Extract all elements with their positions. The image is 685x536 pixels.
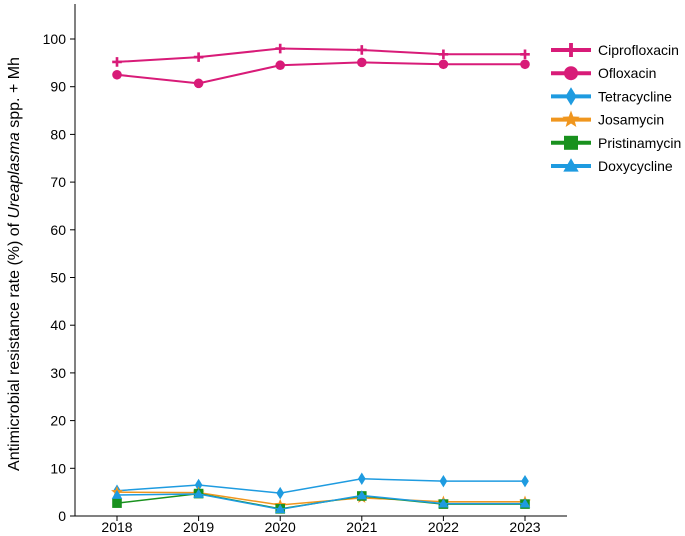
data-point <box>520 59 530 70</box>
data-point <box>519 498 531 508</box>
legend-item-tetracycline: Tetracycline <box>551 87 672 106</box>
data-point <box>356 490 368 500</box>
legend-marker <box>564 43 578 57</box>
data-point <box>274 504 286 514</box>
data-point <box>521 474 529 488</box>
series-doxycycline <box>111 488 531 514</box>
data-point <box>194 478 203 492</box>
data-point <box>438 59 449 70</box>
series-line <box>116 493 525 511</box>
series-line <box>116 47 525 63</box>
series-ofloxacin <box>112 57 530 89</box>
y-tick-label: 60 <box>50 222 66 238</box>
y-tick-label: 50 <box>50 270 66 286</box>
x-tick-label: 2020 <box>265 519 296 535</box>
y-ticks: 0 10 20 30 40 50 60 70 80 90 100 <box>43 31 75 524</box>
legend-label: Ciprofloxacin <box>598 42 679 58</box>
data-point <box>439 474 448 488</box>
y-tick-label: 0 <box>58 508 66 524</box>
data-point <box>438 498 449 508</box>
legend-item-ofloxacin: Ofloxacin <box>551 65 656 81</box>
data-point <box>357 57 367 68</box>
data-point <box>112 498 122 508</box>
data-point <box>193 488 204 498</box>
y-tick-label: 100 <box>43 31 67 47</box>
legend-label: Ofloxacin <box>598 65 656 81</box>
y-tick-label: 40 <box>50 317 66 333</box>
series-line <box>116 491 525 506</box>
y-axis-title-suffix: spp. + Mh <box>6 57 23 132</box>
y-axis-title-prefix: Antimicrobial resistance rate (%) of <box>6 218 23 471</box>
data-point <box>111 489 123 499</box>
series-layer <box>111 43 531 514</box>
legend-item-ciprofloxacin: Ciprofloxacin <box>551 42 679 58</box>
y-tick-label: 90 <box>50 79 66 95</box>
legend-label: Josamycin <box>598 112 664 128</box>
legend-marker <box>564 66 578 81</box>
series-line <box>116 61 525 85</box>
legend: Ciprofloxacin Ofloxacin Tetracycline Josamy… <box>551 42 681 174</box>
x-ticks: 2018 2019 2020 2021 2022 2023 <box>101 516 541 535</box>
legend-item-pristinamycin: Pristinamycin <box>551 135 681 151</box>
legend-label: Tetracycline <box>598 88 672 104</box>
legend-item-doxycycline: Doxycycline <box>551 158 673 174</box>
data-point <box>193 78 204 89</box>
data-point <box>275 43 285 54</box>
data-point <box>276 486 285 500</box>
data-point <box>438 49 449 60</box>
legend-marker <box>562 110 580 127</box>
series-ciprofloxacin <box>112 43 530 67</box>
legend-marker <box>565 87 577 106</box>
legend-marker <box>563 158 579 172</box>
legend-label: Doxycycline <box>598 158 673 174</box>
data-point <box>357 472 366 486</box>
y-tick-label: 80 <box>50 126 66 142</box>
data-point <box>520 49 530 60</box>
y-axis-title: Antimicrobial resistance rate (%) of Ure… <box>6 57 23 471</box>
series-tetracycline <box>113 472 529 500</box>
y-axis-title-italic: Ureaplasma <box>6 132 23 218</box>
legend-item-josamycin: Josamycin <box>551 110 664 128</box>
y-tick-label: 30 <box>50 365 66 381</box>
series-josamycin <box>111 485 531 511</box>
y-tick-label: 20 <box>50 413 66 429</box>
x-tick-label: 2019 <box>183 519 214 535</box>
x-tick-label: 2021 <box>346 519 377 535</box>
y-tick-label: 10 <box>50 460 66 476</box>
x-tick-label: 2023 <box>509 519 540 535</box>
series-line <box>116 478 525 494</box>
data-point <box>275 60 286 71</box>
x-tick-label: 2022 <box>428 519 459 535</box>
data-point <box>193 52 204 62</box>
data-point <box>112 57 122 67</box>
data-point <box>112 69 122 80</box>
plot-area <box>74 4 567 517</box>
legend-label: Pristinamycin <box>598 135 681 151</box>
x-tick-label: 2018 <box>101 519 132 535</box>
data-point <box>357 45 367 55</box>
y-tick-label: 70 <box>50 174 66 190</box>
legend-marker <box>564 135 578 150</box>
